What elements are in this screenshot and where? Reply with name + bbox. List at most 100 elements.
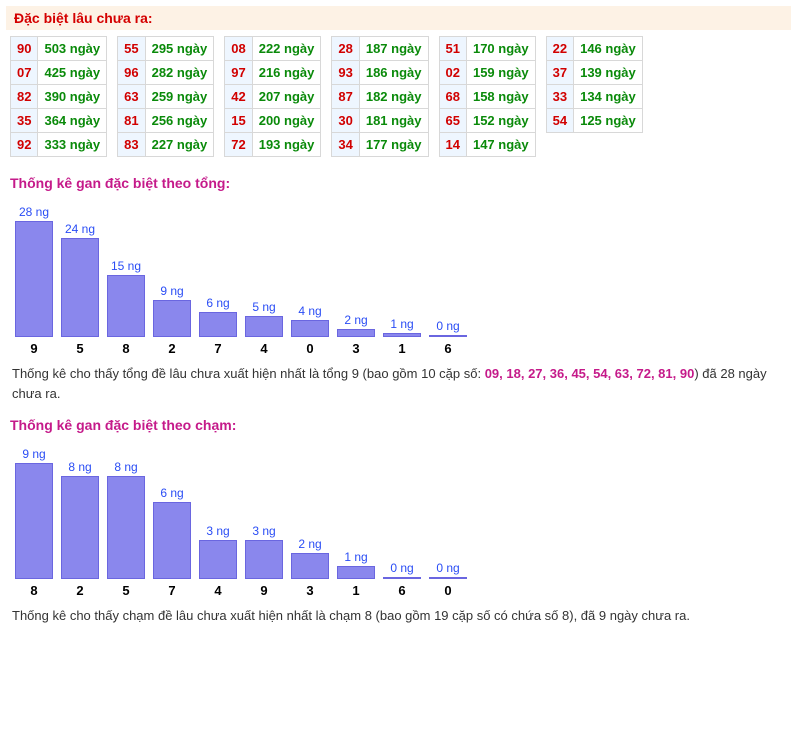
number-group: 51170 ngày02159 ngày68158 ngày65152 ngày… <box>439 36 536 157</box>
x-tick: 1 <box>380 341 424 356</box>
x-tick: 4 <box>242 341 286 356</box>
number-cell: 07 <box>11 61 38 85</box>
x-tick: 3 <box>334 341 378 356</box>
bar-column: 8 ng <box>104 460 148 579</box>
table-row: 51170 ngày <box>439 37 535 61</box>
number-cell: 92 <box>11 133 38 157</box>
days-cell: 503 ngày <box>38 37 107 61</box>
chart2-description: Thống kê cho thấy chạm đề lâu chưa xuất … <box>6 602 791 630</box>
bar-value-label: 2 ng <box>298 537 321 551</box>
number-cell: 51 <box>439 37 466 61</box>
table-row: 90503 ngày <box>11 37 107 61</box>
table-row: 28187 ngày <box>332 37 428 61</box>
bar-value-label: 3 ng <box>252 524 275 538</box>
days-cell: 222 ngày <box>252 37 321 61</box>
x-tick: 5 <box>58 341 102 356</box>
x-tick: 8 <box>12 583 56 598</box>
number-cell: 33 <box>546 85 573 109</box>
chart1-desc-pre: Thống kê cho thấy tổng đề lâu chưa xuất … <box>12 366 485 381</box>
bar <box>199 540 237 579</box>
bar-column: 1 ng <box>334 550 378 579</box>
chart1-wrap: 28 ng24 ng15 ng9 ng6 ng5 ng4 ng2 ng1 ng0… <box>6 197 791 360</box>
table-row: 87182 ngày <box>332 85 428 109</box>
bar-value-label: 28 ng <box>19 205 49 219</box>
number-cell: 93 <box>332 61 359 85</box>
days-cell: 200 ngày <box>252 109 321 133</box>
x-tick: 6 <box>380 583 424 598</box>
bar-column: 0 ng <box>426 561 470 579</box>
number-cell: 65 <box>439 109 466 133</box>
number-cell: 08 <box>225 37 252 61</box>
bar <box>61 476 99 579</box>
table-row: 33134 ngày <box>546 85 642 109</box>
table-row: 97216 ngày <box>225 61 321 85</box>
bar <box>337 566 375 579</box>
bar-column: 2 ng <box>334 313 378 337</box>
bar-value-label: 9 ng <box>22 447 45 461</box>
bar-column: 6 ng <box>150 486 194 579</box>
number-cell: 42 <box>225 85 252 109</box>
number-cell: 22 <box>546 37 573 61</box>
days-cell: 282 ngày <box>145 61 214 85</box>
table-row: 34177 ngày <box>332 133 428 157</box>
number-cell: 14 <box>439 133 466 157</box>
chart1-description: Thống kê cho thấy tổng đề lâu chưa xuất … <box>6 360 791 407</box>
bar <box>291 553 329 579</box>
bar <box>153 300 191 337</box>
bar-value-label: 1 ng <box>344 550 367 564</box>
bar <box>107 275 145 337</box>
table-row: 96282 ngày <box>118 61 214 85</box>
bar <box>291 320 329 337</box>
number-group: 90503 ngày07425 ngày82390 ngày35364 ngày… <box>10 36 107 157</box>
x-tick: 9 <box>12 341 56 356</box>
number-tables: 90503 ngày07425 ngày82390 ngày35364 ngày… <box>6 36 791 165</box>
table-row: 93186 ngày <box>332 61 428 85</box>
table-row: 37139 ngày <box>546 61 642 85</box>
x-tick: 8 <box>104 341 148 356</box>
bar-value-label: 24 ng <box>65 222 95 236</box>
bar-column: 3 ng <box>242 524 286 579</box>
days-cell: 364 ngày <box>38 109 107 133</box>
chart2-title: Thống kê gan đặc biệt theo chạm: <box>6 417 791 433</box>
bar <box>429 335 467 337</box>
chart1-bars: 28 ng24 ng15 ng9 ng6 ng5 ng4 ng2 ng1 ng0… <box>12 197 791 337</box>
bar-column: 0 ng <box>380 561 424 579</box>
days-cell: 333 ngày <box>38 133 107 157</box>
chart1-title: Thống kê gan đặc biệt theo tổng: <box>6 175 791 191</box>
days-cell: 125 ngày <box>574 109 643 133</box>
table-row: 55295 ngày <box>118 37 214 61</box>
number-cell: 55 <box>118 37 145 61</box>
bar-column: 24 ng <box>58 222 102 337</box>
number-cell: 63 <box>118 85 145 109</box>
chart2-wrap: 9 ng 8 ng8 ng 6 ng 3 ng 3 ng 2 ng 1 ng 0 ng0 ng… <box>6 439 791 602</box>
table-row: 35364 ngày <box>11 109 107 133</box>
days-cell: 177 ngày <box>359 133 428 157</box>
number-cell: 35 <box>11 109 38 133</box>
bar-value-label: 6 ng <box>160 486 183 500</box>
bar <box>245 540 283 579</box>
number-cell: 97 <box>225 61 252 85</box>
table-row: 68158 ngày <box>439 85 535 109</box>
table-row: 08222 ngày <box>225 37 321 61</box>
number-cell: 54 <box>546 109 573 133</box>
days-cell: 159 ngày <box>466 61 535 85</box>
days-cell: 186 ngày <box>359 61 428 85</box>
bar-value-label: 6 ng <box>206 296 229 310</box>
bar-value-label: 2 ng <box>344 313 367 327</box>
days-cell: 170 ngày <box>466 37 535 61</box>
bar-value-label: 9 ng <box>160 284 183 298</box>
table-row: 42207 ngày <box>225 85 321 109</box>
number-group: 22146 ngày37139 ngày33134 ngày54125 ngày <box>546 36 643 133</box>
bar-column: 8 ng <box>58 460 102 579</box>
x-tick: 2 <box>150 341 194 356</box>
bar-column: 3 ng <box>196 524 240 579</box>
days-cell: 181 ngày <box>359 109 428 133</box>
number-cell: 83 <box>118 133 145 157</box>
bar-column: 1 ng <box>380 317 424 337</box>
bar <box>15 463 53 579</box>
bar-column: 9 ng <box>12 447 56 579</box>
number-cell: 28 <box>332 37 359 61</box>
x-tick: 1 <box>334 583 378 598</box>
header-title: Đặc biệt lâu chưa ra: <box>6 6 791 30</box>
table-row: 92333 ngày <box>11 133 107 157</box>
